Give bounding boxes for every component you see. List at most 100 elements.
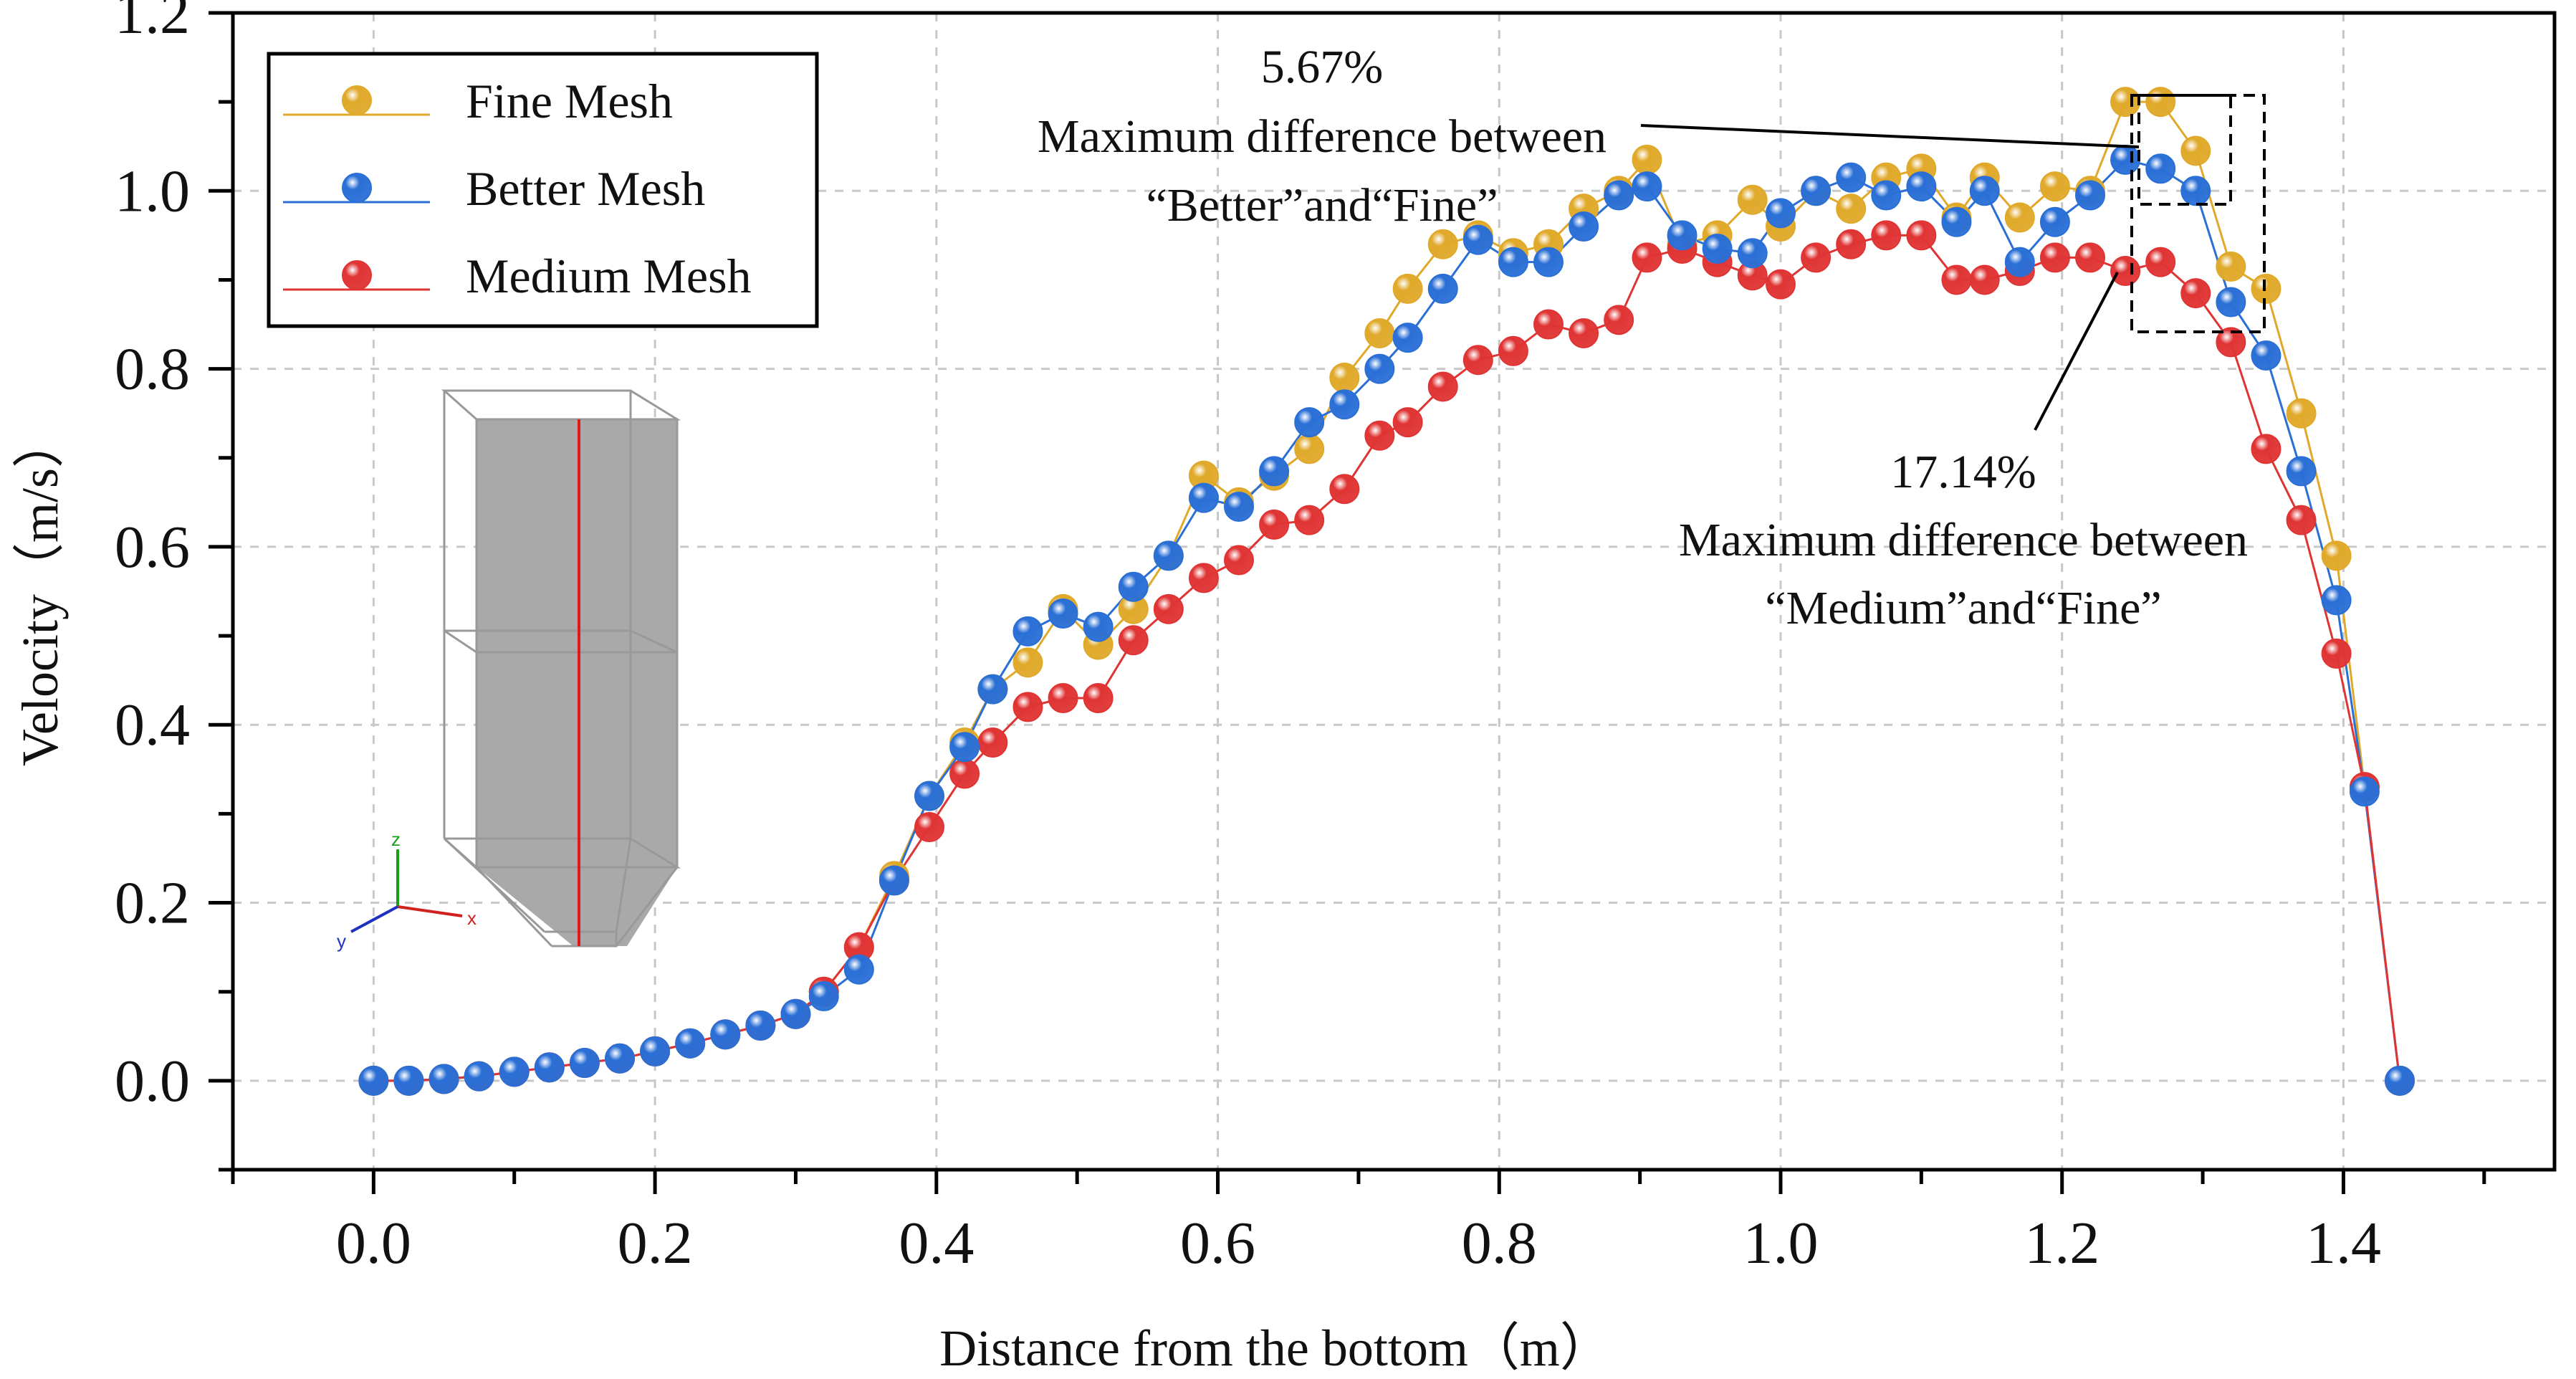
- data-point: [1702, 234, 1733, 264]
- data-point: [1498, 335, 1528, 366]
- data-point: [949, 732, 980, 763]
- data-point: [2004, 247, 2035, 277]
- data-point: [1836, 194, 1867, 224]
- leader-line-medium-fine: [2034, 272, 2119, 431]
- data-point: [2145, 87, 2176, 118]
- data-point: [2004, 202, 2035, 233]
- data-point: [2039, 242, 2070, 273]
- inset-axis-triad: z y x: [337, 829, 477, 952]
- data-point: [675, 1028, 706, 1059]
- y-tick-label: 0.8: [115, 336, 190, 403]
- data-point: [1766, 198, 1796, 229]
- data-point: [428, 1064, 459, 1094]
- data-point: [1533, 309, 1564, 340]
- data-point: [2180, 176, 2211, 206]
- data-point: [1871, 220, 1902, 251]
- data-point: [2075, 242, 2105, 273]
- axes: 0.0 0.2 0.4 0.6 0.8 1.0 1.2 1.4 0.0 0.2 0.4 0.6 0.8 1…: [11, 0, 2557, 1377]
- data-point: [1906, 171, 1937, 202]
- data-point: [1392, 407, 1423, 438]
- y-axis-title: Velocity（m/s）: [11, 416, 69, 766]
- data-point: [1801, 242, 1832, 273]
- y-tick-label: 0.6: [115, 514, 190, 581]
- x-tick-label: 1.4: [2306, 1210, 2381, 1277]
- data-point: [640, 1036, 671, 1067]
- y-tick-label: 0.0: [115, 1048, 190, 1115]
- data-point: [878, 865, 909, 896]
- data-point: [1259, 456, 1290, 487]
- annotations: 5.67% Maximum difference between “Better…: [1038, 41, 2266, 634]
- data-point: [1941, 264, 1972, 295]
- data-point: [1329, 389, 1360, 420]
- legend-marker: [342, 85, 372, 115]
- legend-label: Medium Mesh: [466, 249, 752, 303]
- inset-hopper-edge: [615, 867, 679, 947]
- data-point: [1012, 647, 1043, 678]
- data-point: [780, 998, 811, 1029]
- data-point: [1836, 229, 1867, 259]
- data-point: [1427, 229, 1458, 259]
- data-point: [1048, 682, 1078, 713]
- data-point: [2251, 340, 2281, 371]
- data-point: [2216, 251, 2246, 282]
- x-tick-label: 0.2: [618, 1210, 693, 1277]
- data-point: [1969, 176, 2000, 206]
- data-point: [1294, 505, 1325, 535]
- leader-line-better-fine: [1640, 124, 2140, 148]
- data-point: [1462, 345, 1493, 376]
- data-point: [1941, 206, 1972, 237]
- data-point: [2251, 434, 2281, 464]
- legend: Fine Mesh Better Mesh Medium Mesh: [267, 52, 819, 328]
- data-point: [1294, 407, 1325, 438]
- data-point: [1969, 264, 2000, 295]
- data-point: [1364, 318, 1395, 348]
- x-tick-label: 0.6: [1180, 1210, 1255, 1277]
- data-point: [977, 727, 1008, 758]
- inset-shaded-plane: [477, 419, 677, 946]
- data-point: [2321, 540, 2352, 571]
- data-point: [1224, 545, 1254, 576]
- data-point: [2110, 87, 2141, 118]
- data-point: [393, 1065, 424, 1096]
- data-point: [914, 781, 944, 811]
- data-point: [2145, 153, 2176, 184]
- data-point: [1048, 598, 1078, 629]
- data-point: [1667, 220, 1698, 251]
- data-point: [2216, 327, 2246, 358]
- data-point: [569, 1048, 600, 1079]
- legend-marker: [342, 173, 372, 203]
- data-point: [1259, 509, 1290, 540]
- data-point: [1427, 273, 1458, 304]
- y-tick-label: 0.4: [115, 692, 190, 758]
- data-series: [358, 87, 2415, 1096]
- annotation-better-fine-line2: “Better”and“Fine”: [1146, 179, 1498, 232]
- data-point: [2110, 144, 2141, 175]
- annotation-better-fine-pct: 5.67%: [1261, 41, 1383, 93]
- data-point: [1604, 180, 1634, 211]
- data-point: [808, 980, 839, 1011]
- annotation-medium-fine-line2: “Medium”and“Fine”: [1765, 582, 2161, 634]
- data-point: [1632, 242, 1662, 273]
- y-tick-label: 0.2: [115, 870, 190, 937]
- data-point: [2286, 505, 2317, 535]
- data-point: [1224, 492, 1254, 523]
- highlight-box-lower: [2130, 94, 2266, 333]
- inset-hopper-edge: [615, 838, 632, 932]
- data-point: [1392, 273, 1423, 304]
- data-point: [1569, 211, 1599, 242]
- data-point: [1836, 162, 1867, 193]
- legend-marker: [342, 260, 372, 290]
- data-point: [1392, 323, 1423, 353]
- legend-label: Fine Mesh: [466, 74, 673, 128]
- annotation-medium-fine-line1: Maximum difference between: [1679, 514, 2248, 566]
- data-point: [1737, 184, 1768, 215]
- data-point: [2075, 180, 2105, 211]
- inset-hopper-edge: [475, 866, 553, 948]
- data-point: [1083, 682, 1114, 713]
- data-point: [2286, 456, 2317, 487]
- data-point: [534, 1052, 565, 1083]
- y-tick-label: 1.0: [115, 158, 190, 224]
- data-point: [2110, 256, 2141, 287]
- data-point: [1188, 563, 1219, 593]
